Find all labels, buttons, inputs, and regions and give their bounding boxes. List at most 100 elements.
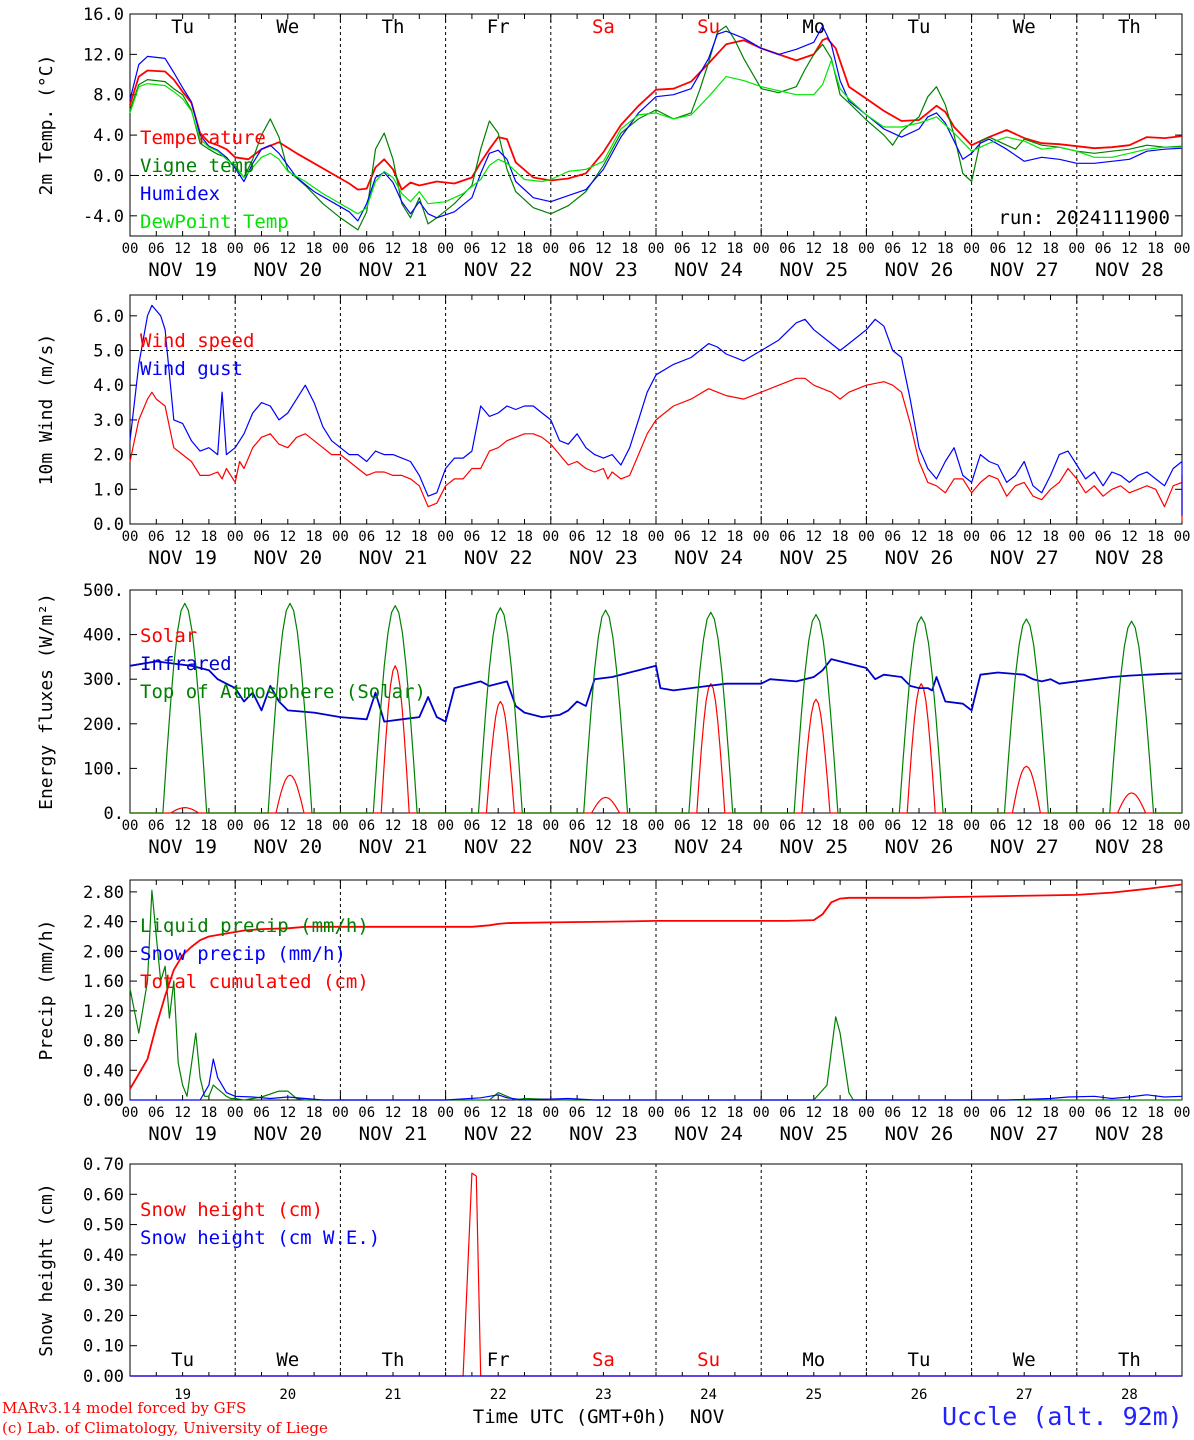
hour-tick-label: 12 [490, 241, 507, 257]
hour-tick-label: 00 [963, 241, 980, 257]
hour-tick-label: 06 [148, 818, 165, 834]
weekday-label: Su [697, 16, 720, 38]
hour-tick-label: 18 [621, 241, 638, 257]
hour-tick-label: 18 [832, 1105, 849, 1121]
y-axis-label: 2m Temp. (°C) [36, 55, 57, 196]
model-credit-line2: (c) Lab. of Climatology, University of L… [2, 1419, 328, 1437]
day-label: NOV 26 [885, 259, 954, 281]
day-label: NOV 26 [885, 1123, 954, 1145]
hour-tick-label: 18 [516, 529, 533, 545]
run-annotation: run: 2024111900 [998, 207, 1170, 229]
y-tick-label: -4.0 [83, 207, 124, 227]
hour-tick-label: 18 [516, 1105, 533, 1121]
hour-tick-label: 12 [911, 241, 928, 257]
hour-tick-label: 06 [989, 529, 1006, 545]
legend-entry: Solar [140, 625, 197, 647]
y-tick-label: 4.0 [93, 376, 124, 396]
y-tick-label: 0.00 [83, 1091, 124, 1111]
y-tick-label: 0.40 [83, 1246, 124, 1266]
station-label: Uccle (alt. 92m) [942, 1402, 1183, 1431]
hour-tick-label: 00 [437, 1105, 454, 1121]
hour-tick-label: 12 [385, 818, 402, 834]
day-number-label: 24 [700, 1387, 717, 1403]
hour-tick-label: 12 [1016, 818, 1033, 834]
hour-tick-label: 12 [805, 818, 822, 834]
hour-tick-label: 00 [648, 529, 665, 545]
hour-tick-label: 18 [200, 1105, 217, 1121]
day-number-label: 20 [279, 1387, 296, 1403]
hour-tick-label: 00 [858, 241, 875, 257]
y-tick-label: 0.70 [83, 1155, 124, 1175]
day-label: NOV 20 [253, 1123, 322, 1145]
hour-tick-label: 06 [884, 241, 901, 257]
hour-tick-label: 06 [1095, 529, 1112, 545]
hour-tick-label: 06 [463, 241, 480, 257]
month-label: NOV [690, 1406, 724, 1428]
panel-3: 500. 400. 300. 200. 100. 0. Energy fluxes (W/m… [36, 581, 1190, 858]
weekday-label: Tu [171, 1349, 194, 1371]
y-tick-label: 500. [83, 581, 124, 601]
hour-tick-label: 00 [1174, 1105, 1191, 1121]
hour-tick-label: 18 [832, 529, 849, 545]
hour-tick-label: 00 [542, 818, 559, 834]
hour-tick-label: 18 [832, 241, 849, 257]
y-tick-label: 8.0 [93, 86, 124, 106]
hour-tick-label: 12 [279, 529, 296, 545]
day-label: NOV 23 [569, 259, 638, 281]
day-label: NOV 23 [569, 836, 638, 858]
hour-tick-label: 12 [490, 1105, 507, 1121]
hour-tick-label: 06 [358, 1105, 375, 1121]
hour-tick-label: 12 [595, 818, 612, 834]
hour-tick-label: 00 [963, 1105, 980, 1121]
weekday-label: Th [1118, 16, 1141, 38]
hour-tick-label: 12 [174, 818, 191, 834]
hour-tick-label: 12 [700, 1105, 717, 1121]
hour-tick-label: 18 [200, 529, 217, 545]
hour-tick-label: 18 [200, 818, 217, 834]
hour-tick-label: 00 [542, 241, 559, 257]
hour-tick-label: 12 [911, 1105, 928, 1121]
day-label: NOV 21 [359, 259, 428, 281]
hour-tick-label: 18 [1042, 818, 1059, 834]
y-tick-label: 1.0 [93, 480, 124, 500]
hour-tick-label: 00 [858, 818, 875, 834]
hour-tick-label: 06 [253, 529, 270, 545]
hour-tick-label: 00 [1068, 241, 1085, 257]
y-tick-label: 100. [83, 759, 124, 779]
hour-tick-label: 06 [989, 241, 1006, 257]
day-label: NOV 22 [464, 1123, 533, 1145]
weekday-label: We [1013, 16, 1036, 38]
hour-tick-label: 12 [385, 1105, 402, 1121]
y-tick-label: 0.60 [83, 1185, 124, 1205]
hour-tick-label: 12 [911, 818, 928, 834]
hour-tick-label: 06 [463, 818, 480, 834]
hour-tick-label: 12 [1121, 1105, 1138, 1121]
hour-tick-label: 12 [174, 241, 191, 257]
hour-tick-label: 06 [463, 1105, 480, 1121]
y-tick-label: 0.0 [93, 166, 124, 186]
hour-tick-label: 06 [463, 529, 480, 545]
y-tick-label: 16.0 [83, 5, 124, 25]
hour-tick-label: 18 [200, 241, 217, 257]
panel-5: 0.70 0.60 0.50 0.40 0.30 0.20 0.10 0.00 Snow hei… [36, 1155, 1183, 1403]
hour-tick-label: 12 [490, 818, 507, 834]
hour-tick-label: 06 [989, 818, 1006, 834]
legend-entry: Total cumulated (cm) [140, 971, 369, 993]
hour-tick-label: 18 [1042, 1105, 1059, 1121]
weekday-label: Th [1118, 1349, 1141, 1371]
weekday-label: Tu [171, 16, 194, 38]
weekday-label: Fr [487, 1349, 510, 1371]
hour-tick-label: 06 [674, 1105, 691, 1121]
y-axis-label: Energy fluxes (W/m²) [36, 593, 57, 810]
hour-tick-label: 18 [1042, 529, 1059, 545]
hour-tick-label: 18 [937, 529, 954, 545]
hour-tick-label: 18 [621, 818, 638, 834]
hour-tick-label: 06 [779, 529, 796, 545]
hour-tick-label: 18 [1147, 1105, 1164, 1121]
hour-tick-label: 00 [437, 241, 454, 257]
hour-tick-label: 00 [1068, 1105, 1085, 1121]
legend-entry: Snow height (cm) [140, 1199, 323, 1221]
weekday-label: Sa [592, 16, 615, 38]
series-line-humidex [129, 25, 1183, 222]
